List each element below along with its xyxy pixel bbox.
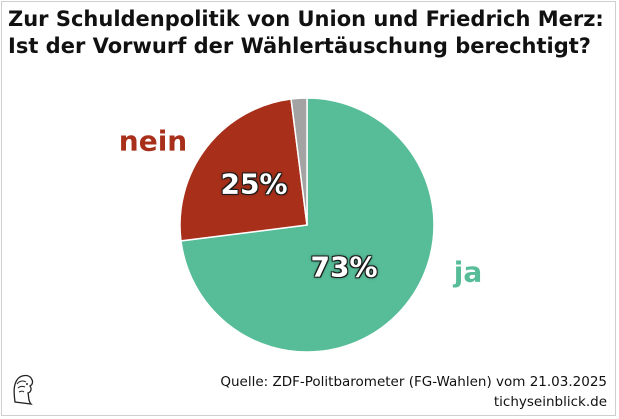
legend-label-nein: nein <box>118 124 188 158</box>
source-note: Quelle: ZDF-Politbarometer (FG-Wahlen) v… <box>220 372 607 412</box>
source-site: tichyseinblick.de <box>493 394 607 410</box>
slice-label-nein: 25% <box>220 167 288 201</box>
chart-title: Zur Schuldenpolitik von Union und Friedr… <box>8 6 604 60</box>
slice-label-ja: 73% <box>310 250 378 284</box>
pie-slice-nein <box>179 98 308 242</box>
tichys-einblick-head-logo-icon <box>13 374 34 405</box>
source-line: Quelle: ZDF-Politbarometer (FG-Wahlen) v… <box>220 374 607 390</box>
pie-slice-weiss-nicht <box>290 97 308 226</box>
legend-label-ja: ja <box>453 255 483 289</box>
title-line-1: Zur Schuldenpolitik von Union und Friedr… <box>8 7 604 31</box>
title-line-2: Ist der Vorwurf der Wählertäuschung bere… <box>8 34 591 58</box>
